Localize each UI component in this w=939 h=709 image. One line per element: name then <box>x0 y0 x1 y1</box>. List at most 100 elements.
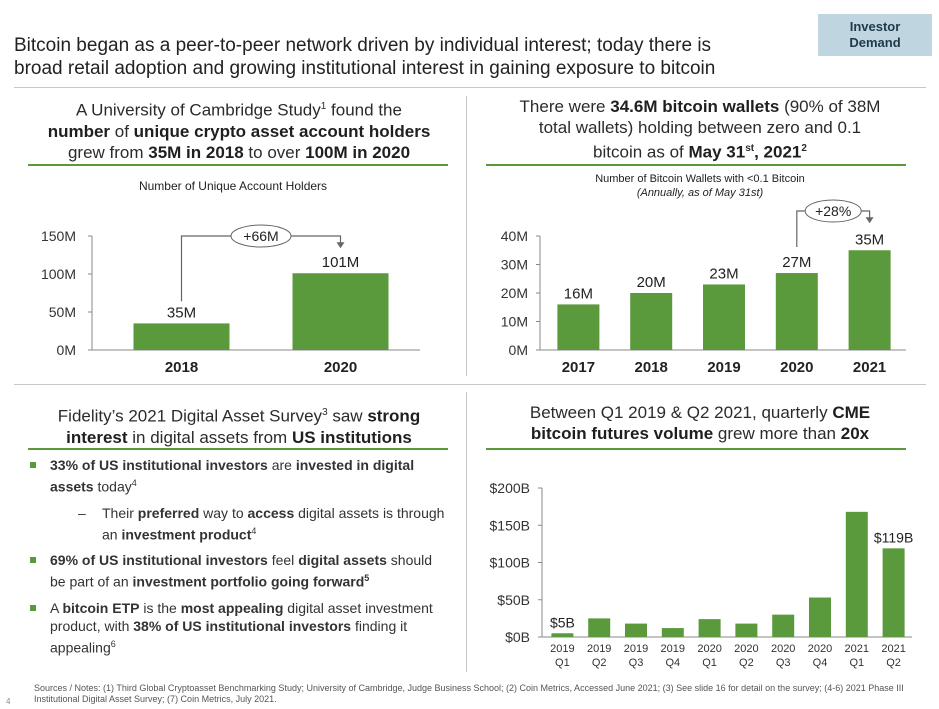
bullet-text: digital assets is through an <box>102 504 445 543</box>
bullet-bold: investment product <box>121 526 252 543</box>
chart3-y-tick-label: $0B <box>505 629 530 645</box>
chart2-category-label: 2021 <box>853 359 886 376</box>
panel2-heading-text: bitcoin as of <box>593 142 689 162</box>
panel4-heading-text: grew more than <box>713 424 841 443</box>
bullet-bold: digital assets <box>298 552 387 569</box>
bullet-text: feel <box>267 552 299 569</box>
bullet-bold: 33% of US institutional investors <box>50 457 268 473</box>
chart2-annotation: +28% <box>815 203 851 219</box>
chart3-bar <box>882 548 905 637</box>
chart3-value-label: $5B <box>550 614 575 630</box>
slide-title-line-1: Bitcoin began as a peer-to-peer network … <box>14 35 712 56</box>
bullet-square-icon <box>30 557 36 564</box>
chart2-value-label: 23M <box>709 265 738 282</box>
bullet-text: today <box>93 478 132 495</box>
panel1-heading-bold: unique crypto asset account holders <box>133 121 431 141</box>
slide-title: Bitcoin began as a peer-to-peer network … <box>14 34 804 80</box>
chart1-y-tick-label: 150M <box>41 228 76 244</box>
chart3-category-quarter: Q1 <box>849 657 864 669</box>
chart2-title: Number of Bitcoin Wallets with <0.1 Bitc… <box>595 173 805 185</box>
chart3-value-label: $119B <box>874 529 913 545</box>
panel4-heading-bold: bitcoin futures volume <box>530 424 714 443</box>
chart1-value-label: 101M <box>322 254 360 271</box>
chart3-bar <box>551 633 574 637</box>
bullet-item: A bitcoin ETP is the most appealing digi… <box>28 599 448 657</box>
chart3-category-quarter: Q2 <box>739 657 754 669</box>
bullet-item: 33% of US institutional investors are in… <box>28 456 448 496</box>
chart3-category-year: 2020 <box>734 643 758 655</box>
panel2-heading-bold: May 31 <box>688 142 746 162</box>
chart3-category-year: 2019 <box>661 643 685 655</box>
footnote-ref: 4 <box>131 478 137 488</box>
panel1-heading-text: of <box>110 121 134 141</box>
bullet-text: Their <box>102 504 138 521</box>
chart3-y-tick-label: $100B <box>490 555 530 571</box>
chart1-bar <box>292 273 389 350</box>
section-tag-line-1: Investor <box>849 19 901 34</box>
chart2-value-label: 35M <box>855 231 884 248</box>
chart3-y-tick-label: $150B <box>490 517 530 533</box>
chart3-category-year: 2019 <box>587 643 611 655</box>
bullet-item: 69% of US institutional investors feel d… <box>28 551 448 591</box>
dash-icon: – <box>78 504 86 521</box>
footnote-ref: 1 <box>320 101 327 112</box>
bullet-square-icon <box>30 462 36 468</box>
panel1-heading: A University of Cambridge Study1 found t… <box>20 96 458 163</box>
chart3-bar <box>772 614 795 637</box>
chart2-subtitle: (Annually, as of May 31st) <box>637 187 764 199</box>
ordinal-suffix: st <box>745 143 755 154</box>
middle-rule <box>14 384 926 385</box>
bullet-bold: 38% of US institutional investors <box>133 617 352 634</box>
chart2-category-label: 2020 <box>780 359 813 376</box>
chart2-bar <box>630 293 673 350</box>
bullet-text: way to <box>199 504 248 521</box>
panel2-heading-text: There were <box>519 97 611 116</box>
chart1-value-label: 35M <box>167 304 196 321</box>
chart3-bar <box>735 623 758 637</box>
panel4-heading-bold: CME <box>832 403 871 422</box>
chart2-category-label: 2017 <box>562 359 595 376</box>
chart3-category-year: 2021 <box>845 643 869 655</box>
panel4-heading: Between Q1 2019 & Q2 2021, quarterly CME… <box>480 402 920 444</box>
page-number: 4 <box>6 697 11 706</box>
chart2-bar <box>775 273 818 350</box>
panel3-heading-bold: strong <box>367 406 421 426</box>
bullet-text: are <box>267 457 296 473</box>
chart1-category-label: 2020 <box>324 359 357 376</box>
footnote-ref: 6 <box>110 638 116 649</box>
chart3-category-quarter: Q2 <box>886 657 901 669</box>
chart3-category-year: 2019 <box>550 643 574 655</box>
panel3-heading-bold: interest <box>66 427 128 447</box>
bullet-square-icon <box>30 604 36 611</box>
chart3-y-tick-label: $200B <box>490 480 530 496</box>
footnote-ref: 4 <box>251 525 257 536</box>
panel2-heading-bold: 34.6M bitcoin wallets <box>610 97 780 116</box>
arrow-down-icon <box>865 217 874 224</box>
panel1-heading-text: to over <box>243 142 306 162</box>
bullet-bold: bitcoin ETP <box>62 599 140 616</box>
chart2-y-tick-label: 0M <box>509 342 528 358</box>
bullet-bold: preferred <box>137 504 200 521</box>
chart3-bar <box>698 619 721 637</box>
panel2-heading-text: total wallets) holding between zero and … <box>538 118 862 137</box>
chart1-category-label: 2018 <box>165 359 198 376</box>
chart3-bar <box>588 618 611 637</box>
chart3-category-quarter: Q4 <box>813 657 828 669</box>
chart1-y-tick-label: 50M <box>49 304 76 320</box>
chart3-category-quarter: Q1 <box>555 657 570 669</box>
chart3-bar <box>845 511 868 637</box>
bullet-bold: investment portfolio going forward <box>132 573 365 590</box>
top-divider <box>466 96 467 376</box>
chart3-category-quarter: Q4 <box>665 657 680 669</box>
bottom-divider <box>466 392 467 672</box>
panel3-green-rule <box>28 448 448 450</box>
bullet-text: finding it appealing <box>50 617 408 656</box>
chart2-value-label: 20M <box>637 274 666 291</box>
panel2-heading-text: (90% of 38M <box>779 97 881 116</box>
panel3-heading-text: Fidelity’s 2021 Digital Asset Survey <box>57 406 323 426</box>
bullet-bold: most appealing <box>180 599 284 616</box>
chart2-value-label: 27M <box>782 254 811 271</box>
bullet-text: is the <box>139 599 181 616</box>
panel1-green-rule <box>28 164 448 166</box>
